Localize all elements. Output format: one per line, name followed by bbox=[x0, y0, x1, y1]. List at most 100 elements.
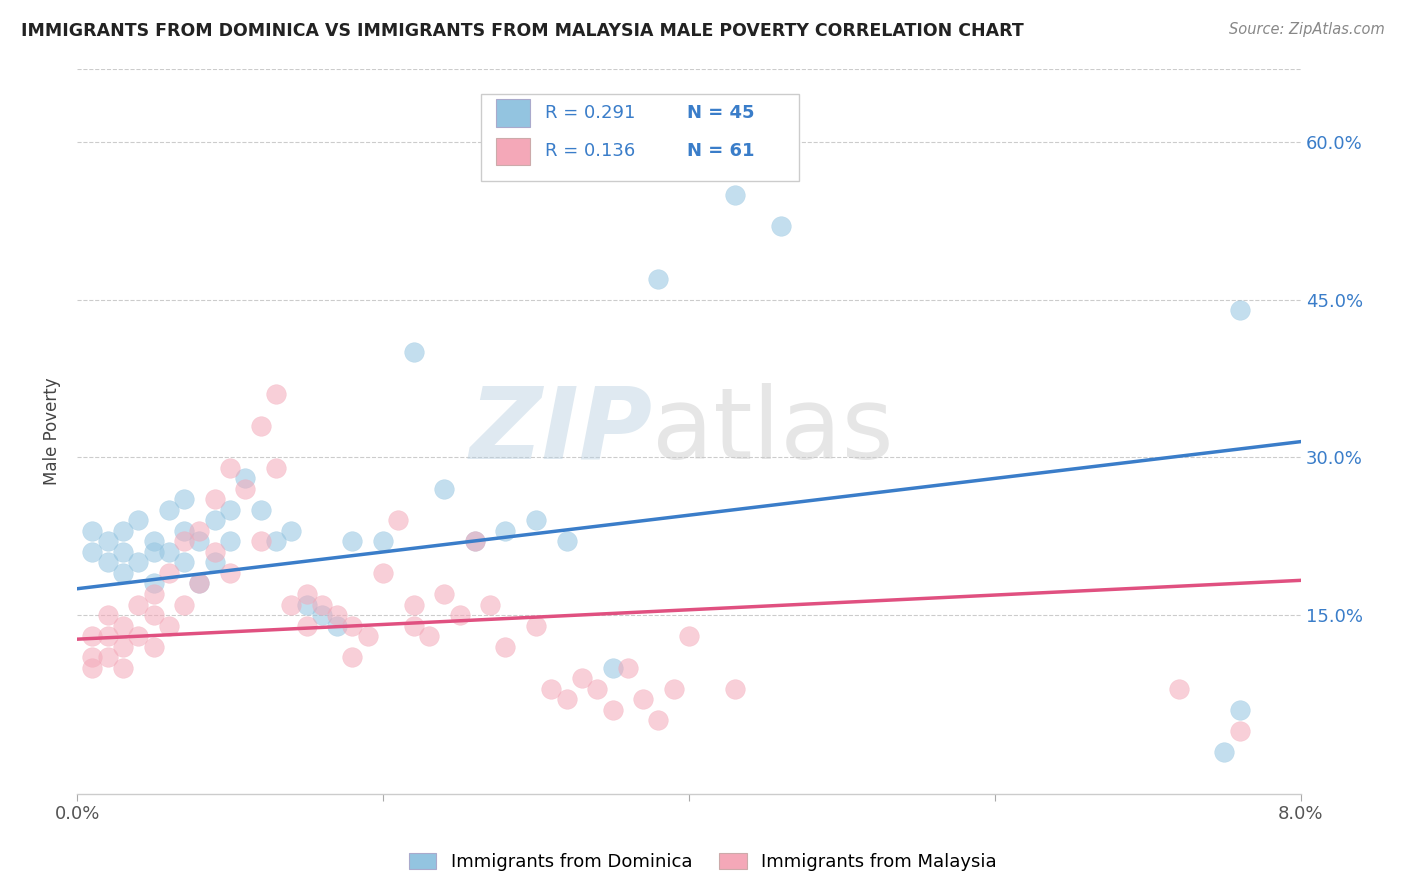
FancyBboxPatch shape bbox=[481, 94, 799, 181]
Point bbox=[724, 681, 747, 696]
Point bbox=[82, 545, 104, 559]
Point bbox=[371, 566, 394, 580]
Point bbox=[602, 660, 624, 674]
Point bbox=[127, 598, 149, 612]
Point bbox=[555, 692, 578, 706]
Point bbox=[97, 650, 120, 665]
Point bbox=[111, 545, 134, 559]
Point bbox=[264, 461, 287, 475]
Point bbox=[142, 607, 165, 622]
Point bbox=[111, 640, 134, 654]
Point bbox=[602, 703, 624, 717]
Point bbox=[326, 607, 349, 622]
Point bbox=[157, 545, 180, 559]
Point bbox=[127, 513, 149, 527]
Point bbox=[235, 471, 257, 485]
Point bbox=[97, 556, 120, 570]
Point bbox=[479, 598, 502, 612]
Point bbox=[524, 513, 547, 527]
Point bbox=[157, 618, 180, 632]
Point bbox=[235, 482, 257, 496]
Point bbox=[97, 629, 120, 643]
Point bbox=[173, 556, 195, 570]
Point bbox=[97, 607, 120, 622]
Point bbox=[494, 524, 516, 538]
Point bbox=[647, 713, 669, 727]
Point bbox=[204, 545, 226, 559]
FancyBboxPatch shape bbox=[496, 99, 530, 127]
Text: N = 45: N = 45 bbox=[686, 104, 754, 122]
Point bbox=[342, 618, 364, 632]
Point bbox=[173, 492, 195, 507]
Point bbox=[219, 503, 242, 517]
Point bbox=[357, 629, 380, 643]
Point bbox=[1229, 703, 1251, 717]
Point bbox=[647, 271, 669, 285]
Point bbox=[111, 566, 134, 580]
Point bbox=[173, 524, 195, 538]
Point bbox=[295, 618, 318, 632]
Point bbox=[82, 650, 104, 665]
Point bbox=[555, 534, 578, 549]
Point bbox=[1229, 723, 1251, 738]
Point bbox=[311, 607, 333, 622]
Point bbox=[402, 618, 425, 632]
Point bbox=[127, 629, 149, 643]
Point bbox=[264, 387, 287, 401]
Text: Source: ZipAtlas.com: Source: ZipAtlas.com bbox=[1229, 22, 1385, 37]
Point bbox=[173, 534, 195, 549]
Point bbox=[280, 524, 302, 538]
Point bbox=[219, 534, 242, 549]
Point bbox=[188, 576, 211, 591]
Point bbox=[433, 482, 456, 496]
Point bbox=[295, 598, 318, 612]
Point bbox=[264, 534, 287, 549]
Point bbox=[157, 503, 180, 517]
Point bbox=[219, 566, 242, 580]
Point bbox=[280, 598, 302, 612]
Point bbox=[662, 681, 685, 696]
Point bbox=[97, 534, 120, 549]
Text: R = 0.136: R = 0.136 bbox=[544, 143, 636, 161]
Point bbox=[678, 629, 700, 643]
Point bbox=[342, 534, 364, 549]
Point bbox=[111, 618, 134, 632]
Point bbox=[249, 418, 271, 433]
Point bbox=[204, 513, 226, 527]
Point bbox=[173, 598, 195, 612]
Point bbox=[188, 534, 211, 549]
Point bbox=[249, 534, 271, 549]
Point bbox=[111, 524, 134, 538]
Point bbox=[326, 618, 349, 632]
Point bbox=[1229, 303, 1251, 318]
Point bbox=[204, 492, 226, 507]
Point bbox=[142, 640, 165, 654]
Point bbox=[464, 534, 486, 549]
Y-axis label: Male Poverty: Male Poverty bbox=[44, 377, 60, 485]
Point bbox=[571, 671, 593, 685]
Point bbox=[418, 629, 440, 643]
Point bbox=[311, 598, 333, 612]
Point bbox=[219, 461, 242, 475]
Point bbox=[402, 598, 425, 612]
Point bbox=[402, 345, 425, 359]
Point bbox=[142, 545, 165, 559]
Point bbox=[1213, 745, 1236, 759]
Point bbox=[464, 534, 486, 549]
Point bbox=[111, 660, 134, 674]
Point bbox=[769, 219, 792, 234]
Point bbox=[387, 513, 409, 527]
Point bbox=[249, 503, 271, 517]
Point bbox=[631, 692, 654, 706]
FancyBboxPatch shape bbox=[496, 137, 530, 165]
Point bbox=[586, 681, 609, 696]
Point bbox=[295, 587, 318, 601]
Point bbox=[127, 556, 149, 570]
Point bbox=[82, 660, 104, 674]
Point bbox=[188, 576, 211, 591]
Point bbox=[142, 587, 165, 601]
Point bbox=[342, 650, 364, 665]
Point bbox=[617, 660, 640, 674]
Point bbox=[433, 587, 456, 601]
Legend: Immigrants from Dominica, Immigrants from Malaysia: Immigrants from Dominica, Immigrants fro… bbox=[402, 846, 1004, 879]
